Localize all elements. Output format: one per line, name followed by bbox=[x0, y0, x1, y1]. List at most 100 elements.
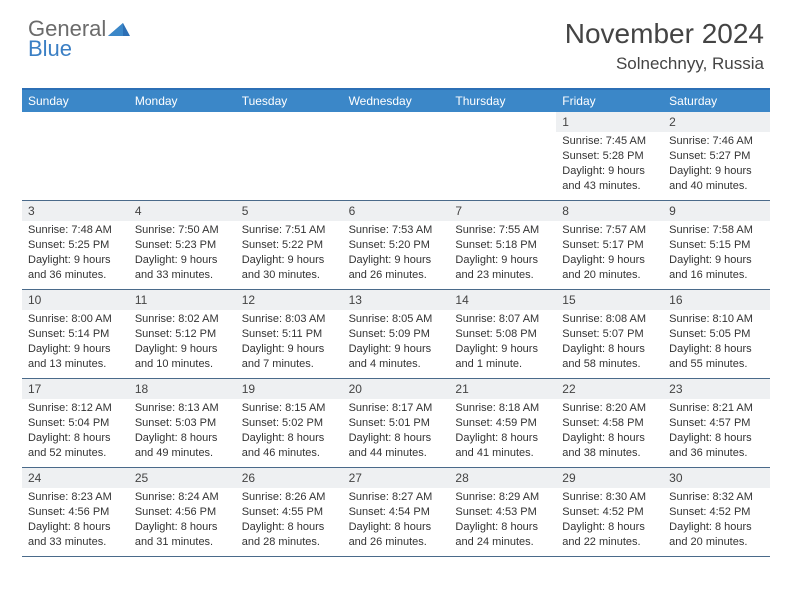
sunset-text: Sunset: 5:22 PM bbox=[242, 238, 337, 253]
daylight-text: Daylight: 8 hours and 20 minutes. bbox=[669, 520, 764, 550]
sunrise-text: Sunrise: 7:58 AM bbox=[669, 223, 764, 238]
day-number: 1 bbox=[556, 112, 663, 132]
day-number: 8 bbox=[556, 201, 663, 221]
week-row: 1Sunrise: 7:45 AMSunset: 5:28 PMDaylight… bbox=[22, 112, 770, 201]
day-number: 21 bbox=[449, 379, 556, 399]
day-cell: 7Sunrise: 7:55 AMSunset: 5:18 PMDaylight… bbox=[449, 201, 556, 289]
sunrise-text: Sunrise: 8:07 AM bbox=[455, 312, 550, 327]
weekday-header: Monday bbox=[129, 90, 236, 112]
sunrise-text: Sunrise: 8:29 AM bbox=[455, 490, 550, 505]
day-cell: 1Sunrise: 7:45 AMSunset: 5:28 PMDaylight… bbox=[556, 112, 663, 200]
day-number: 9 bbox=[663, 201, 770, 221]
day-number: 27 bbox=[343, 468, 450, 488]
daylight-text: Daylight: 8 hours and 28 minutes. bbox=[242, 520, 337, 550]
day-body: Sunrise: 8:12 AMSunset: 5:04 PMDaylight:… bbox=[22, 399, 129, 466]
week-row: 10Sunrise: 8:00 AMSunset: 5:14 PMDayligh… bbox=[22, 290, 770, 379]
title-block: November 2024 Solnechnyy, Russia bbox=[565, 18, 764, 74]
day-cell: 6Sunrise: 7:53 AMSunset: 5:20 PMDaylight… bbox=[343, 201, 450, 289]
sunrise-text: Sunrise: 8:30 AM bbox=[562, 490, 657, 505]
day-body: Sunrise: 7:57 AMSunset: 5:17 PMDaylight:… bbox=[556, 221, 663, 288]
daylight-text: Daylight: 9 hours and 36 minutes. bbox=[28, 253, 123, 283]
day-number: 19 bbox=[236, 379, 343, 399]
day-number: 26 bbox=[236, 468, 343, 488]
sunrise-text: Sunrise: 8:17 AM bbox=[349, 401, 444, 416]
sunrise-text: Sunrise: 8:26 AM bbox=[242, 490, 337, 505]
day-body: Sunrise: 8:08 AMSunset: 5:07 PMDaylight:… bbox=[556, 310, 663, 377]
daylight-text: Daylight: 8 hours and 38 minutes. bbox=[562, 431, 657, 461]
weeks-container: 1Sunrise: 7:45 AMSunset: 5:28 PMDaylight… bbox=[22, 112, 770, 557]
weekday-header: Thursday bbox=[449, 90, 556, 112]
weekday-header: Sunday bbox=[22, 90, 129, 112]
daylight-text: Daylight: 9 hours and 43 minutes. bbox=[562, 164, 657, 194]
sunset-text: Sunset: 5:27 PM bbox=[669, 149, 764, 164]
sunset-text: Sunset: 5:05 PM bbox=[669, 327, 764, 342]
day-body: Sunrise: 8:02 AMSunset: 5:12 PMDaylight:… bbox=[129, 310, 236, 377]
day-cell: 8Sunrise: 7:57 AMSunset: 5:17 PMDaylight… bbox=[556, 201, 663, 289]
day-number: 18 bbox=[129, 379, 236, 399]
sunrise-text: Sunrise: 7:46 AM bbox=[669, 134, 764, 149]
day-cell: 22Sunrise: 8:20 AMSunset: 4:58 PMDayligh… bbox=[556, 379, 663, 467]
sunrise-text: Sunrise: 8:18 AM bbox=[455, 401, 550, 416]
day-body: Sunrise: 7:58 AMSunset: 5:15 PMDaylight:… bbox=[663, 221, 770, 288]
day-number: 12 bbox=[236, 290, 343, 310]
day-body: Sunrise: 8:00 AMSunset: 5:14 PMDaylight:… bbox=[22, 310, 129, 377]
day-cell: 12Sunrise: 8:03 AMSunset: 5:11 PMDayligh… bbox=[236, 290, 343, 378]
sunrise-text: Sunrise: 8:15 AM bbox=[242, 401, 337, 416]
day-cell: 29Sunrise: 8:30 AMSunset: 4:52 PMDayligh… bbox=[556, 468, 663, 556]
sunrise-text: Sunrise: 8:05 AM bbox=[349, 312, 444, 327]
day-cell: 28Sunrise: 8:29 AMSunset: 4:53 PMDayligh… bbox=[449, 468, 556, 556]
sunrise-text: Sunrise: 7:48 AM bbox=[28, 223, 123, 238]
logo-blue: Blue bbox=[28, 38, 130, 60]
empty-cell bbox=[343, 112, 450, 200]
day-cell: 21Sunrise: 8:18 AMSunset: 4:59 PMDayligh… bbox=[449, 379, 556, 467]
day-number: 24 bbox=[22, 468, 129, 488]
daylight-text: Daylight: 8 hours and 44 minutes. bbox=[349, 431, 444, 461]
day-body: Sunrise: 8:21 AMSunset: 4:57 PMDaylight:… bbox=[663, 399, 770, 466]
day-body: Sunrise: 8:32 AMSunset: 4:52 PMDaylight:… bbox=[663, 488, 770, 555]
daylight-text: Daylight: 9 hours and 13 minutes. bbox=[28, 342, 123, 372]
sunset-text: Sunset: 5:17 PM bbox=[562, 238, 657, 253]
daylight-text: Daylight: 8 hours and 52 minutes. bbox=[28, 431, 123, 461]
day-cell: 24Sunrise: 8:23 AMSunset: 4:56 PMDayligh… bbox=[22, 468, 129, 556]
sunrise-text: Sunrise: 7:57 AM bbox=[562, 223, 657, 238]
day-number: 14 bbox=[449, 290, 556, 310]
daylight-text: Daylight: 8 hours and 26 minutes. bbox=[349, 520, 444, 550]
sunset-text: Sunset: 4:54 PM bbox=[349, 505, 444, 520]
sunrise-text: Sunrise: 8:24 AM bbox=[135, 490, 230, 505]
sunset-text: Sunset: 5:04 PM bbox=[28, 416, 123, 431]
day-number: 3 bbox=[22, 201, 129, 221]
daylight-text: Daylight: 9 hours and 1 minute. bbox=[455, 342, 550, 372]
day-number: 11 bbox=[129, 290, 236, 310]
day-number: 17 bbox=[22, 379, 129, 399]
daylight-text: Daylight: 8 hours and 33 minutes. bbox=[28, 520, 123, 550]
day-number: 10 bbox=[22, 290, 129, 310]
weekday-header: Wednesday bbox=[343, 90, 450, 112]
daylight-text: Daylight: 9 hours and 20 minutes. bbox=[562, 253, 657, 283]
day-cell: 20Sunrise: 8:17 AMSunset: 5:01 PMDayligh… bbox=[343, 379, 450, 467]
daylight-text: Daylight: 8 hours and 36 minutes. bbox=[669, 431, 764, 461]
day-body: Sunrise: 8:20 AMSunset: 4:58 PMDaylight:… bbox=[556, 399, 663, 466]
day-body: Sunrise: 8:26 AMSunset: 4:55 PMDaylight:… bbox=[236, 488, 343, 555]
sunrise-text: Sunrise: 7:55 AM bbox=[455, 223, 550, 238]
day-number: 29 bbox=[556, 468, 663, 488]
sunset-text: Sunset: 5:01 PM bbox=[349, 416, 444, 431]
day-body: Sunrise: 8:10 AMSunset: 5:05 PMDaylight:… bbox=[663, 310, 770, 377]
daylight-text: Daylight: 8 hours and 41 minutes. bbox=[455, 431, 550, 461]
day-number: 25 bbox=[129, 468, 236, 488]
sunrise-text: Sunrise: 8:12 AM bbox=[28, 401, 123, 416]
day-body: Sunrise: 7:55 AMSunset: 5:18 PMDaylight:… bbox=[449, 221, 556, 288]
sunrise-text: Sunrise: 7:53 AM bbox=[349, 223, 444, 238]
sunrise-text: Sunrise: 8:00 AM bbox=[28, 312, 123, 327]
sunset-text: Sunset: 4:56 PM bbox=[28, 505, 123, 520]
day-body: Sunrise: 8:15 AMSunset: 5:02 PMDaylight:… bbox=[236, 399, 343, 466]
sunrise-text: Sunrise: 8:20 AM bbox=[562, 401, 657, 416]
logo: General Blue bbox=[28, 18, 130, 60]
day-cell: 5Sunrise: 7:51 AMSunset: 5:22 PMDaylight… bbox=[236, 201, 343, 289]
sunset-text: Sunset: 4:56 PM bbox=[135, 505, 230, 520]
day-body: Sunrise: 8:05 AMSunset: 5:09 PMDaylight:… bbox=[343, 310, 450, 377]
sunset-text: Sunset: 5:23 PM bbox=[135, 238, 230, 253]
day-body: Sunrise: 7:53 AMSunset: 5:20 PMDaylight:… bbox=[343, 221, 450, 288]
sunrise-text: Sunrise: 7:51 AM bbox=[242, 223, 337, 238]
daylight-text: Daylight: 8 hours and 46 minutes. bbox=[242, 431, 337, 461]
sunset-text: Sunset: 5:20 PM bbox=[349, 238, 444, 253]
